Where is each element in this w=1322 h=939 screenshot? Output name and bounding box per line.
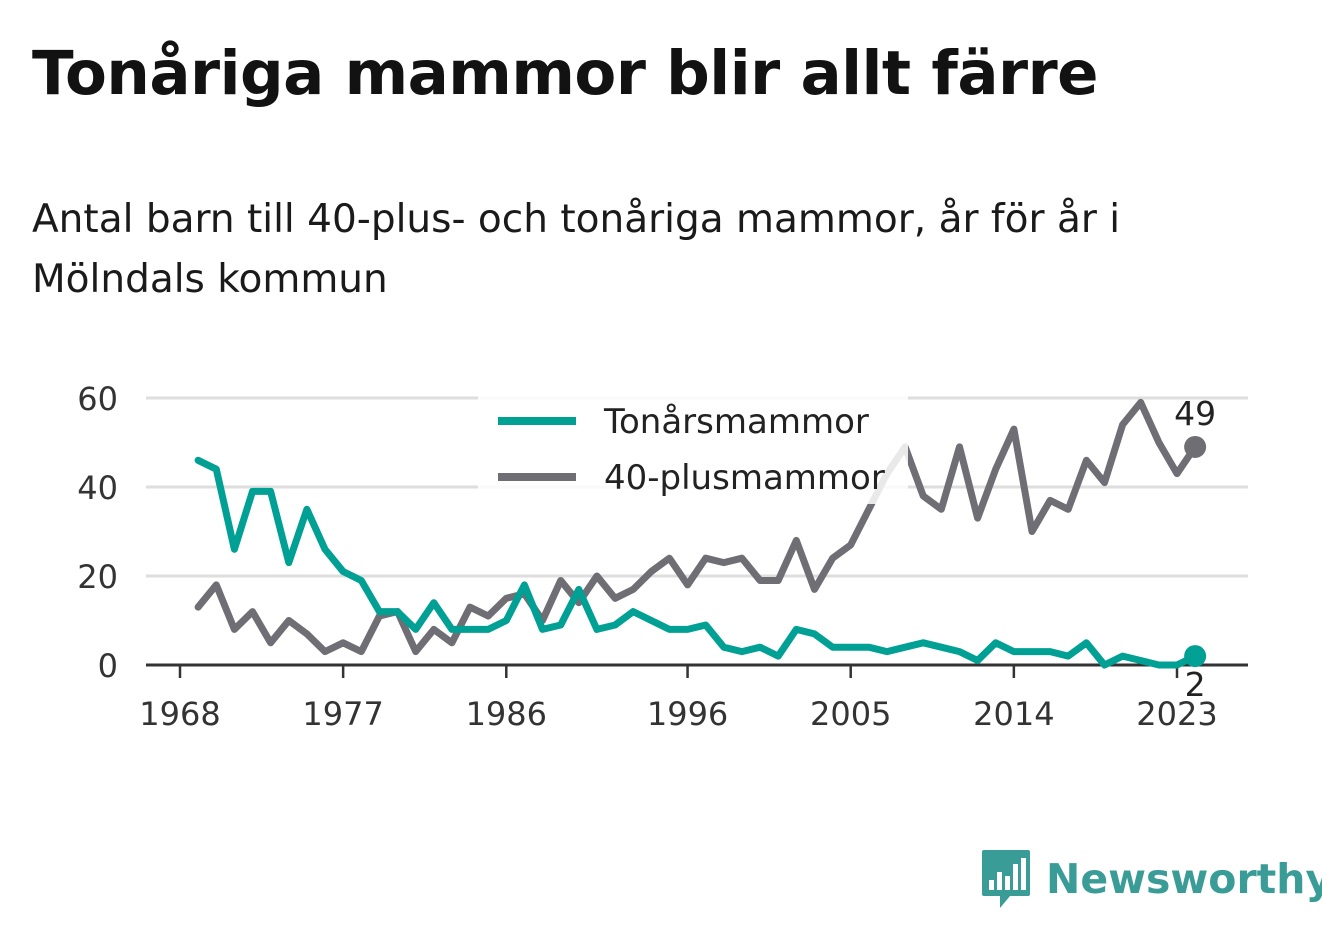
x-tick-label: 1968: [139, 695, 220, 733]
y-tick-label: 20: [77, 558, 118, 596]
newsworthy-logo: Newsworthy: [980, 848, 1322, 910]
x-tick-label: 2023: [1136, 695, 1217, 733]
series-line-40-plusmammor: [194, 398, 1199, 656]
series-line-tonarsmammor: [194, 456, 1199, 669]
x-axis-ticks: 1968 1977 1986 1996 2005 2014 2023: [139, 665, 1218, 733]
end-markers: 2 49: [1174, 394, 1216, 704]
y-tick-label: 60: [77, 380, 118, 418]
end-point-marker: [1184, 645, 1207, 668]
end-value-label: 49: [1174, 394, 1216, 433]
legend-label: 40-plusmammor: [604, 458, 885, 498]
legend-label: Tonårsmammor: [603, 402, 869, 442]
x-tick-label: 1977: [302, 695, 383, 733]
chart-title: Tonåriga mammor blir allt färre: [32, 38, 1099, 109]
y-axis-ticks: 0 20 40 60: [77, 380, 118, 685]
legend-background: [478, 392, 908, 504]
chart-subtitle: Antal barn till 40-plus- och tonåriga ma…: [32, 197, 1121, 302]
x-tick-label: 1986: [466, 695, 547, 733]
legend: Tonårsmammor 40-plusmammor: [478, 392, 908, 504]
x-tick-label: 1996: [647, 695, 728, 733]
end-value-label: 2: [1185, 665, 1206, 704]
brand-name: Newsworthy: [1046, 855, 1322, 903]
y-tick-label: 0: [98, 647, 118, 685]
series-lines: [194, 398, 1199, 669]
y-tick-label: 40: [77, 469, 118, 507]
x-tick-label: 2014: [973, 695, 1054, 733]
x-tick-label: 2005: [810, 695, 891, 733]
logo-icon: [982, 850, 1030, 908]
end-point-marker: [1184, 435, 1207, 458]
